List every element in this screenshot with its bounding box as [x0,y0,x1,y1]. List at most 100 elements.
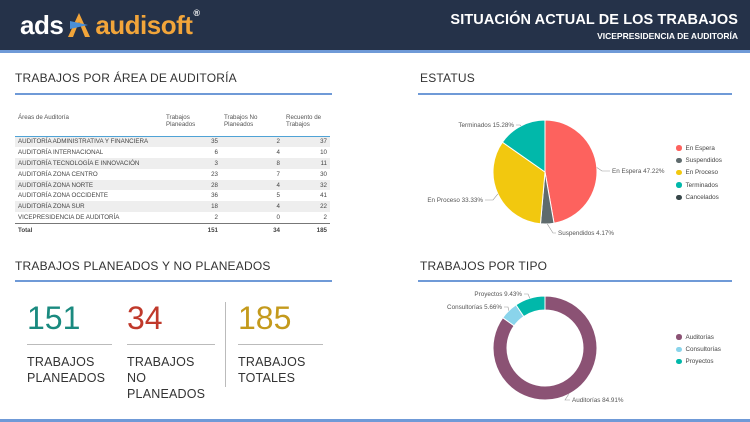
cell-planeados: 6 [214,148,218,156]
cell-planeados: 2 [214,213,218,221]
cell-recuento: 10 [320,148,327,156]
cell-area: AUDITORÍA TECNOLOGÍA E INNOVACIÓN [18,159,140,167]
legend-label: Consultorías [685,345,721,353]
table-row[interactable]: AUDITORÍA ZONA CENTRO 23 7 30 [15,169,330,180]
cell-area: AUDITORÍA ZONA CENTRO [18,170,98,178]
table-row[interactable]: AUDITORÍA ZONA NORTE 28 4 32 [15,179,330,191]
slice-en-espera[interactable] [544,119,598,224]
legend-label: Cancelados [685,193,719,201]
page-subtitle: VICEPRESIDENCIA DE AUDITORÍA [597,31,738,41]
data-label-en-proceso: En Proceso 33.33% [427,197,483,204]
legend-label: En Espera [685,144,715,152]
leader-line [547,223,556,234]
legend-dot [676,334,682,340]
kpi-no-planeados-value: 34 [127,300,163,336]
legend-dot [676,145,682,151]
cell-recuento: 37 [320,138,327,146]
table-header-no-planeados[interactable]: Trabajos No Planeados [224,114,258,128]
cell-recuento: 32 [320,181,327,189]
legend-item-terminados[interactable]: Terminados [676,179,722,191]
cell-recuento: 11 [320,159,327,167]
cell-planeados: 3 [214,159,218,167]
cell-no-planeados: 0 [276,213,280,221]
table-total-row: Total 151 34 185 [15,222,330,236]
legend-dot [676,157,682,164]
section-title-area: TRABAJOS POR ÁREA DE AUDITORÍA [15,71,237,85]
page-title: SITUACIÓN ACTUAL DE LOS TRABAJOS [450,12,738,28]
legend-label: Proyectos [685,358,714,366]
table-row[interactable]: AUDITORÍA ZONA OCCIDENTE 36 5 41 [15,190,330,201]
cell-no-planeados: 7 [276,170,280,178]
total-recuento: 185 [283,222,330,236]
cell-recuento: 2 [323,213,327,221]
slice-terminados[interactable] [501,119,546,173]
legend-item-proyectos[interactable]: Proyectos [676,356,721,368]
leader-line [564,394,570,401]
legend-dot [676,194,682,201]
total-planeados: 151 [163,222,221,236]
leader-line [516,124,522,127]
slice-auditorias[interactable] [492,295,598,401]
kpi-totales-value: 185 [238,300,292,336]
logo-audisoft-text: audisoft [95,9,193,40]
table-row[interactable]: AUDITORÍA ZONA SUR 18 4 22 [15,201,330,213]
legend-item-en-espera[interactable]: En Espera [676,142,722,154]
slice-en-proceso[interactable] [492,141,546,225]
legend-dot [676,358,682,365]
table-header-area[interactable]: Áreas de Auditoría [18,114,69,121]
data-label-consultorias: Consultorías 5.66% [447,304,502,311]
cell-area: AUDITORÍA INTERNACIONAL [18,148,104,156]
areas-table: Áreas de Auditoría Trabajos Planeados Tr… [15,112,330,236]
table-row[interactable]: AUDITORÍA INTERNACIONAL 6 4 10 [15,147,330,158]
leader-line [524,293,531,299]
section-divider-estatus [418,93,732,95]
cell-planeados: 35 [211,138,218,146]
data-label-terminados: Terminados 15.28% [458,122,514,129]
slice-proyectos[interactable] [515,295,546,318]
legend-dot [676,182,682,188]
legend-item-suspendidos[interactable]: Suspendidos [676,154,722,166]
cell-recuento: 30 [320,170,327,178]
kpi-totales-underline [238,344,323,345]
kpi-no-planeados: 34 TRABAJOS NO PLANEADOS [127,300,215,402]
section-title-estatus: ESTATUS [420,71,475,85]
legend-label: Suspendidos [685,156,722,164]
legend-dot [676,346,682,353]
cell-area: AUDITORÍA ZONA SUR [18,203,85,211]
audisoft-logo: ads audisoft ® [20,8,200,42]
table-header-planeados[interactable]: Trabajos Planeados [166,114,196,128]
cell-no-planeados: 5 [276,192,280,200]
kpi-no-planeados-label: TRABAJOS NO PLANEADOS [127,355,206,401]
total-label: Total [15,222,163,236]
cell-planeados: 18 [211,203,218,211]
legend-item-auditorias[interactable]: Auditorías [676,331,721,343]
kpi-totales: 185 TRABAJOS TOTALES [238,300,323,386]
total-no-planeados: 34 [221,222,283,236]
kpi-divider [225,302,226,387]
table-row[interactable]: VICEPRESIDENCIA DE AUDITORÍA 2 0 2 [15,212,330,223]
section-divider-area [15,93,332,95]
tipo-legend: Auditorías Consultorías Proyectos [676,331,721,368]
legend-label: Auditorías [685,333,714,341]
cell-recuento: 22 [320,203,327,211]
legend-label: Terminados [685,181,719,189]
cell-area: AUDITORÍA ADMINISTRATIVA Y FINANCIERA [18,138,149,146]
header-accent-line [0,50,750,53]
cell-recuento: 41 [320,192,327,200]
estatus-pie-chart: En Espera 47.22% Suspendidos 4.17% En Proc… [427,119,665,237]
section-divider-tipo [418,280,732,282]
tipo-donut-chart: Auditorías 84.91% Consultorías 5.66% Proye… [447,291,624,404]
table-row[interactable]: AUDITORÍA ADMINISTRATIVA Y FINANCIERA 35 2… [15,136,330,147]
legend-item-cancelados[interactable]: Cancelados [676,191,722,203]
leader-line [485,193,499,201]
table-header-recuento[interactable]: Recuento de Trabajos [286,114,322,128]
table-row[interactable]: AUDITORÍA TECNOLOGÍA E INNOVACIÓN 3 8 11 [15,157,330,169]
kpi-no-planeados-underline [127,344,215,345]
legend-item-en-proceso[interactable]: En Proceso [676,167,722,179]
legend-item-consultorias[interactable]: Consultorías [676,343,721,355]
data-label-suspendidos: Suspendidos 4.17% [558,230,614,237]
footer-accent-line [0,419,750,422]
legend-dot [676,169,682,176]
cell-no-planeados: 8 [276,159,280,167]
leader-line [596,167,610,172]
